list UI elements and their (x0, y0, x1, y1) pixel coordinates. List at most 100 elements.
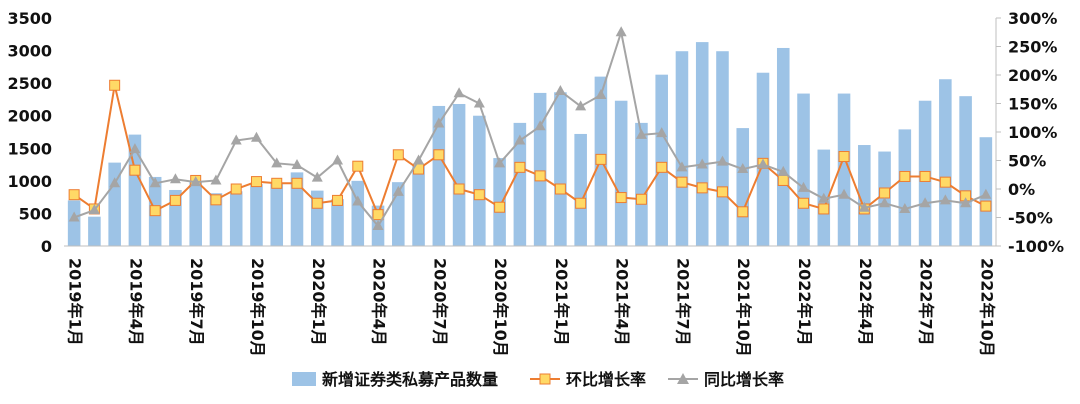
x-axis: 2019年1月 2019年4月 2019年7月 2019年10月 2020年1月 2020… (64, 245, 996, 357)
mom-point (919, 170, 931, 182)
yoy-point (696, 158, 708, 169)
bar (776, 47, 790, 246)
yoy-point (129, 143, 141, 154)
bar (939, 79, 952, 246)
mom-point (352, 160, 364, 172)
yoy-point (453, 87, 465, 98)
yoy-point (352, 195, 364, 206)
yoy-point (635, 128, 647, 139)
x-tick-label: 2019年7月 (187, 258, 206, 346)
bar (554, 92, 567, 247)
bar (837, 93, 851, 247)
yoy-point (332, 154, 344, 165)
mom-point (716, 186, 728, 198)
bar (533, 92, 547, 247)
yoy-point (838, 188, 850, 199)
x-tick-label: 2022年1月 (795, 258, 814, 346)
yoy-point (676, 161, 688, 172)
left-tick-label: 3500 (7, 9, 52, 28)
right-tick-label: -100% (1008, 237, 1064, 256)
yoy-point (230, 134, 242, 145)
yoy-point (615, 26, 627, 37)
x-tick-label: 2021年7月 (673, 258, 692, 346)
mom-point (777, 174, 789, 186)
yoy-point (575, 100, 587, 111)
bar (655, 74, 668, 246)
bar (270, 182, 284, 246)
right-tick-label: 300% (1008, 9, 1057, 28)
bar (290, 172, 304, 246)
yoy-point (433, 117, 445, 128)
yoy-point (858, 201, 870, 212)
bar (635, 122, 648, 246)
mom-point (291, 177, 303, 189)
yoy-point (392, 185, 404, 196)
yoy-point (109, 177, 121, 188)
mom-point (676, 176, 688, 188)
right-tick-label: -50% (1008, 209, 1053, 228)
yoy-point (494, 157, 506, 168)
mom-point (798, 197, 810, 209)
left-tick-label: 2000 (7, 107, 52, 126)
mom-point (818, 203, 830, 215)
mom-point (453, 183, 465, 195)
yoy-point (169, 173, 181, 184)
bar (452, 103, 466, 246)
mom-point (473, 189, 485, 201)
bar (67, 200, 81, 246)
yoy-point (919, 197, 931, 208)
yoy-point (210, 174, 222, 185)
yoy-point (88, 204, 100, 215)
bar (716, 51, 729, 247)
right-axis: -100% -50% 0% 50% 100% 150% 200% 250% 300% (995, 9, 1064, 256)
yoy-point (798, 181, 810, 192)
yoy-point (413, 154, 425, 165)
x-tick-label: 2019年4月 (126, 258, 145, 346)
legend-swatch-bar (292, 372, 316, 386)
yoy-point (595, 88, 607, 99)
mom-point (899, 170, 911, 182)
mom-point (615, 192, 627, 204)
left-tick-label: 3000 (7, 42, 52, 61)
yoy-point (68, 211, 80, 222)
mom-point (534, 170, 546, 182)
yoy-point (899, 202, 911, 213)
x-tick-label: 2021年1月 (552, 258, 571, 346)
bar (331, 199, 344, 246)
left-axis: 0 500 1000 1500 2000 2500 3000 3500 (7, 9, 52, 256)
yoy-point (716, 155, 728, 166)
mom-point (939, 176, 951, 188)
legend: 新增证券类私募产品数量 环比增长率 同比增长率 (292, 370, 784, 389)
mom-point (696, 182, 708, 194)
left-tick-label: 2500 (7, 74, 52, 93)
yoy-point (554, 84, 566, 95)
left-tick-label: 500 (19, 204, 52, 223)
left-tick-label: 1000 (7, 172, 52, 191)
yoy-point (473, 97, 485, 108)
mom-point (332, 194, 344, 206)
mom-point (271, 177, 283, 189)
mom-point (210, 194, 222, 206)
bar (189, 180, 202, 246)
yoy-point (311, 171, 323, 182)
bar (574, 133, 587, 246)
mom-point (980, 200, 992, 212)
yoy-point (372, 220, 384, 231)
mom-point (109, 79, 121, 91)
bar (209, 193, 223, 246)
yoy-point (939, 194, 951, 205)
left-tick-label: 1500 (7, 139, 52, 158)
mom-point (737, 206, 749, 218)
legend-label-bar: 新增证券类私募产品数量 (322, 370, 498, 389)
yoy-point (980, 188, 992, 199)
right-tick-label: 100% (1008, 123, 1057, 142)
mom-point (372, 209, 384, 221)
yoy-point (190, 176, 202, 187)
legend-label-yoy: 同比增长率 (704, 370, 784, 389)
yoy-point (250, 131, 262, 142)
mom-point (129, 164, 141, 176)
bar (473, 115, 486, 246)
mom-point (656, 161, 668, 173)
x-tick-label: 2020年10月 (491, 258, 510, 357)
